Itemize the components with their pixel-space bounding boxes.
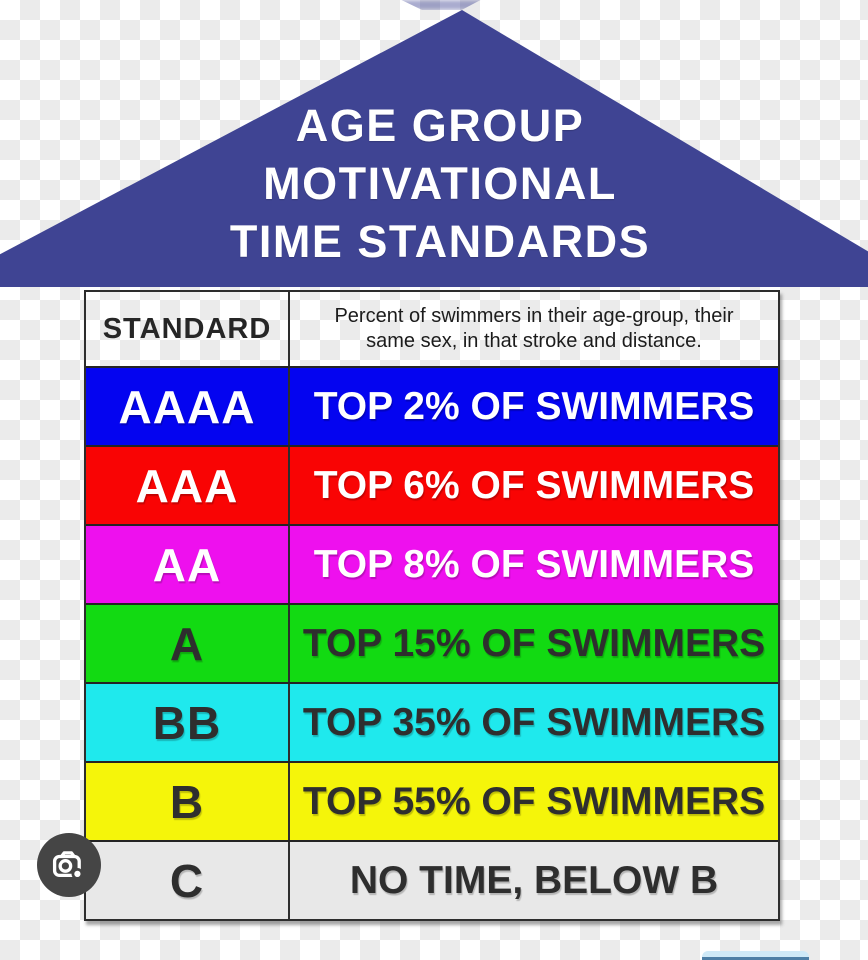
table-row-aa: AA TOP 8% OF SWIMMERS <box>86 524 778 603</box>
standard-column-header: STANDARD <box>102 312 272 345</box>
standard-label: AA <box>152 538 222 591</box>
standard-label: B <box>169 775 205 828</box>
standard-description: NO TIME, BELOW B <box>288 842 778 919</box>
camera-lens-icon <box>51 849 87 882</box>
table-row-b: B TOP 55% OF SWIMMERS <box>86 761 778 840</box>
standard-label: AAA <box>135 459 239 512</box>
result-card-edge[interactable] <box>702 951 809 960</box>
banner-title-line-2: MOTIVATIONAL <box>263 158 617 209</box>
table-row-c: C NO TIME, BELOW B <box>86 840 778 919</box>
standard-label: AAAA <box>118 380 256 433</box>
standard-description: TOP 35% OF SWIMMERS <box>288 684 778 761</box>
standard-label: C <box>169 854 205 907</box>
banner-title: AGE GROUP MOTIVATIONAL TIME STANDARDS <box>0 97 868 271</box>
banner-title-line-3: TIME STANDARDS <box>229 216 651 267</box>
description-column-header: Percent of swimmers in their age-group, … <box>288 292 778 366</box>
table-row-a: A TOP 15% OF SWIMMERS <box>86 603 778 682</box>
table-row-bb: BB TOP 35% OF SWIMMERS <box>86 682 778 761</box>
google-lens-button[interactable] <box>37 833 101 897</box>
standard-description: TOP 6% OF SWIMMERS <box>288 447 778 524</box>
standard-label: A <box>169 617 205 670</box>
standard-label: BB <box>152 696 222 749</box>
banner-title-line-1: AGE GROUP <box>295 100 585 151</box>
table-row-aaaa: AAAA TOP 2% OF SWIMMERS <box>86 366 778 445</box>
standard-description: TOP 8% OF SWIMMERS <box>288 526 778 603</box>
standard-description: TOP 2% OF SWIMMERS <box>288 368 778 445</box>
standard-description: TOP 55% OF SWIMMERS <box>288 763 778 840</box>
standard-description: TOP 15% OF SWIMMERS <box>288 605 778 682</box>
standards-table: STANDARD Percent of swimmers in their ag… <box>84 290 780 921</box>
table-row-aaa: AAA TOP 6% OF SWIMMERS <box>86 445 778 524</box>
table-header-row: STANDARD Percent of swimmers in their ag… <box>86 292 778 366</box>
triangle-tip-shadow <box>401 0 481 10</box>
